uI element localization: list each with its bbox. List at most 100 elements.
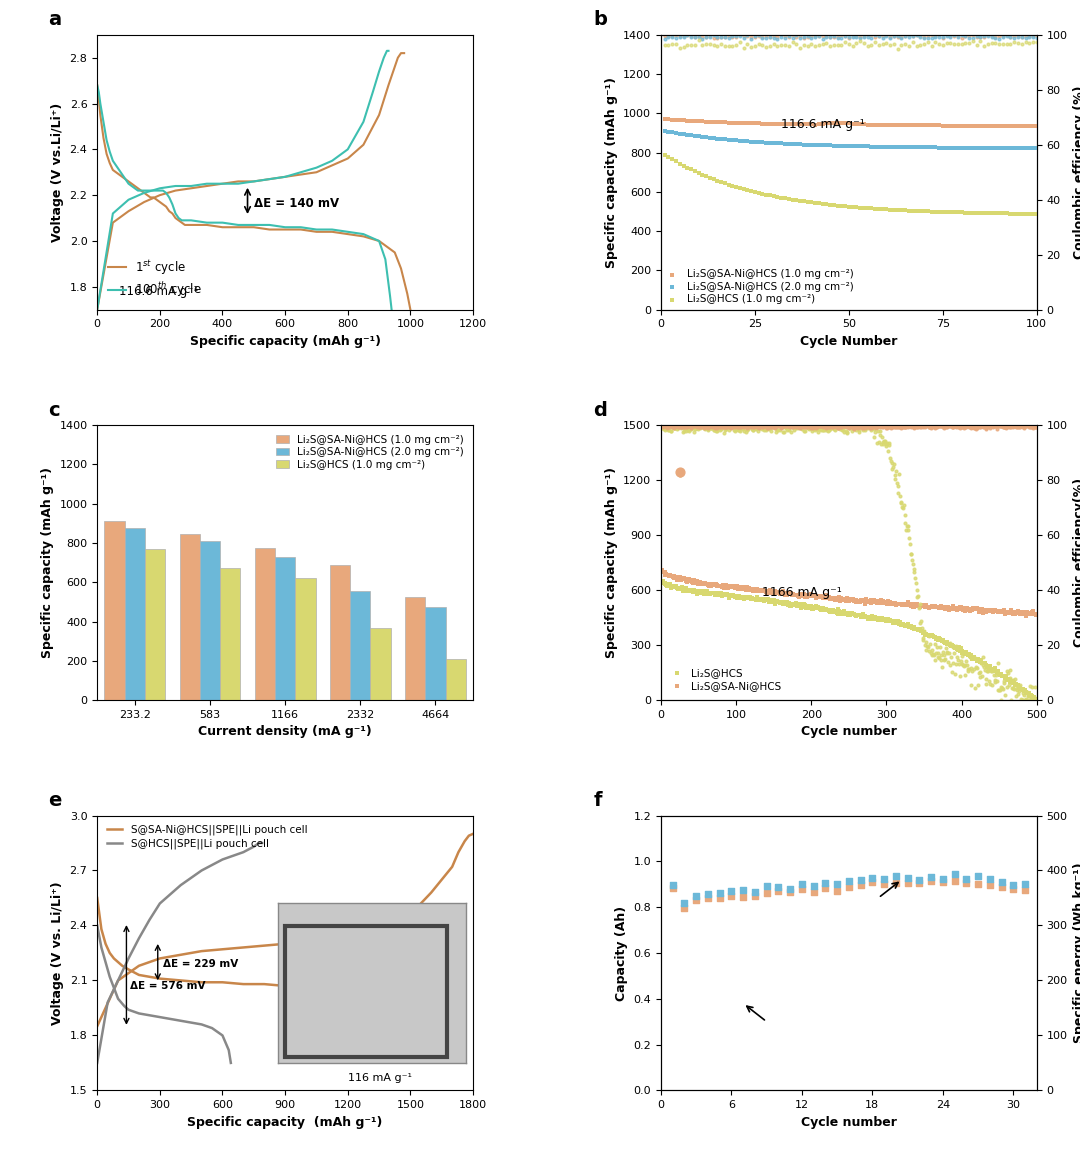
- Point: [794, 416, 811, 435]
- Li₂S@SA-Ni@HCS: [656, 563, 673, 581]
- Li₂S@SA-Ni@HCS (1.0 mg cm⁻²): [912, 116, 929, 135]
- Li₂S@HCS: [842, 604, 860, 623]
- Point: [958, 870, 975, 889]
- Li₂S@HCS: [935, 633, 953, 652]
- Point: [863, 36, 880, 55]
- Point: [816, 418, 834, 436]
- Point: [1027, 690, 1044, 709]
- Y-axis label: Coulombic efficiency(%): Coulombic efficiency(%): [1074, 478, 1080, 647]
- Li₂S@HCS: [947, 638, 964, 657]
- Li₂S@SA-Ni@HCS: [845, 590, 862, 609]
- Li₂S@SA-Ni@HCS (1.0 mg cm⁻²): [960, 116, 977, 135]
- Point: [693, 36, 711, 55]
- Li₂S@SA-Ni@HCS: [696, 574, 713, 593]
- Li₂S@HCS: [948, 638, 966, 657]
- Point: [758, 419, 775, 437]
- Point: [1018, 682, 1036, 701]
- Point: [948, 418, 966, 436]
- Point: [985, 416, 1002, 435]
- Li₂S@HCS: [810, 599, 827, 617]
- Point: [820, 416, 837, 435]
- Point: [980, 27, 997, 45]
- Point: [715, 418, 732, 436]
- Li₂S@HCS: [689, 581, 706, 600]
- Li₂S@HCS: [912, 621, 929, 639]
- Point: [784, 418, 801, 436]
- Li₂S@SA-Ni@HCS (1.0 mg cm⁻²): [777, 115, 794, 133]
- Point: [707, 418, 725, 436]
- Li₂S@SA-Ni@HCS: [931, 599, 948, 617]
- Li₂S@HCS: [755, 592, 772, 610]
- Li₂S@SA-Ni@HCS: [996, 603, 1013, 622]
- Point: [820, 421, 837, 440]
- Li₂S@HCS: [734, 588, 752, 607]
- Point: [915, 416, 932, 435]
- Point: [761, 28, 779, 46]
- Point: [851, 32, 868, 51]
- Point: [675, 28, 692, 46]
- Li₂S@HCS: [897, 616, 915, 635]
- Line: S@SA-Ni@HCS||SPE||Li pouch cell: S@SA-Ni@HCS||SPE||Li pouch cell: [97, 898, 457, 1027]
- Li₂S@SA-Ni@HCS: [964, 599, 982, 617]
- Li₂S@HCS: [665, 577, 683, 595]
- Li₂S@SA-Ni@HCS: [686, 571, 703, 589]
- Point: [721, 419, 739, 437]
- Li₂S@HCS: [664, 577, 681, 595]
- Point: [1025, 416, 1042, 435]
- Li₂S@HCS: [1004, 673, 1022, 691]
- Li₂S@SA-Ni@HCS: [705, 575, 723, 594]
- Li₂S@HCS (1.0 mg cm⁻²): [802, 194, 820, 212]
- Point: [662, 422, 679, 441]
- Point: [792, 416, 809, 435]
- Li₂S@HCS: [780, 594, 797, 612]
- Point: [987, 666, 1004, 684]
- Point: [959, 659, 976, 677]
- Li₂S@HCS: [699, 583, 716, 602]
- Point: [743, 28, 760, 46]
- Li₂S@SA-Ni@HCS: [929, 597, 946, 616]
- Li₂S@SA-Ni@HCS: [883, 595, 901, 614]
- Point: [653, 419, 671, 437]
- Point: [725, 418, 742, 436]
- Li₂S@SA-Ni@HCS: [980, 601, 997, 619]
- Li₂S@SA-Ni@HCS: [922, 597, 940, 616]
- Point: [758, 419, 775, 437]
- Point: [968, 36, 985, 55]
- Li₂S@SA-Ni@HCS: [860, 593, 877, 611]
- Li₂S@SA-Ni@HCS: [936, 600, 954, 618]
- Point: [895, 418, 913, 436]
- Point: [1005, 416, 1023, 435]
- Li₂S@HCS (1.0 mg cm⁻²): [927, 202, 944, 220]
- Point: [802, 29, 820, 48]
- Li₂S@HCS: [894, 615, 912, 633]
- Li₂S@SA-Ni@HCS: [731, 580, 748, 599]
- Point: [996, 672, 1013, 690]
- Li₂S@HCS: [939, 632, 956, 651]
- Point: [880, 434, 897, 452]
- Li₂S@HCS: [856, 607, 874, 625]
- Li₂S@SA-Ni@HCS: [740, 579, 757, 597]
- Li₂S@HCS (1.0 mg cm⁻²): [893, 201, 910, 219]
- Li₂S@SA-Ni@HCS: [659, 566, 676, 585]
- Li₂S@SA-Ni@HCS: [662, 566, 679, 585]
- Point: [743, 420, 760, 438]
- Li₂S@SA-Ni@HCS: [745, 580, 762, 599]
- Li₂S@SA-Ni@HCS: [909, 596, 927, 615]
- Li₂S@SA-Ni@HCS: [738, 578, 755, 596]
- Point: [1013, 35, 1030, 53]
- Li₂S@HCS: [780, 596, 797, 615]
- Li₂S@HCS: [808, 599, 825, 617]
- Point: [899, 516, 916, 535]
- Point: [745, 420, 762, 438]
- Li₂S@HCS: [805, 599, 822, 617]
- Li₂S@HCS (1.0 mg cm⁻²): [916, 202, 933, 220]
- Li₂S@HCS: [953, 641, 970, 660]
- Li₂S@SA-Ni@HCS: [904, 599, 921, 617]
- Li₂S@HCS: [726, 587, 743, 606]
- Point: [714, 416, 731, 435]
- Point: [865, 416, 882, 435]
- Li₂S@HCS: [865, 608, 882, 626]
- Bar: [145, 549, 165, 699]
- Li₂S@HCS: [675, 579, 692, 597]
- Li₂S@SA-Ni@HCS (1.0 mg cm⁻²): [705, 113, 723, 131]
